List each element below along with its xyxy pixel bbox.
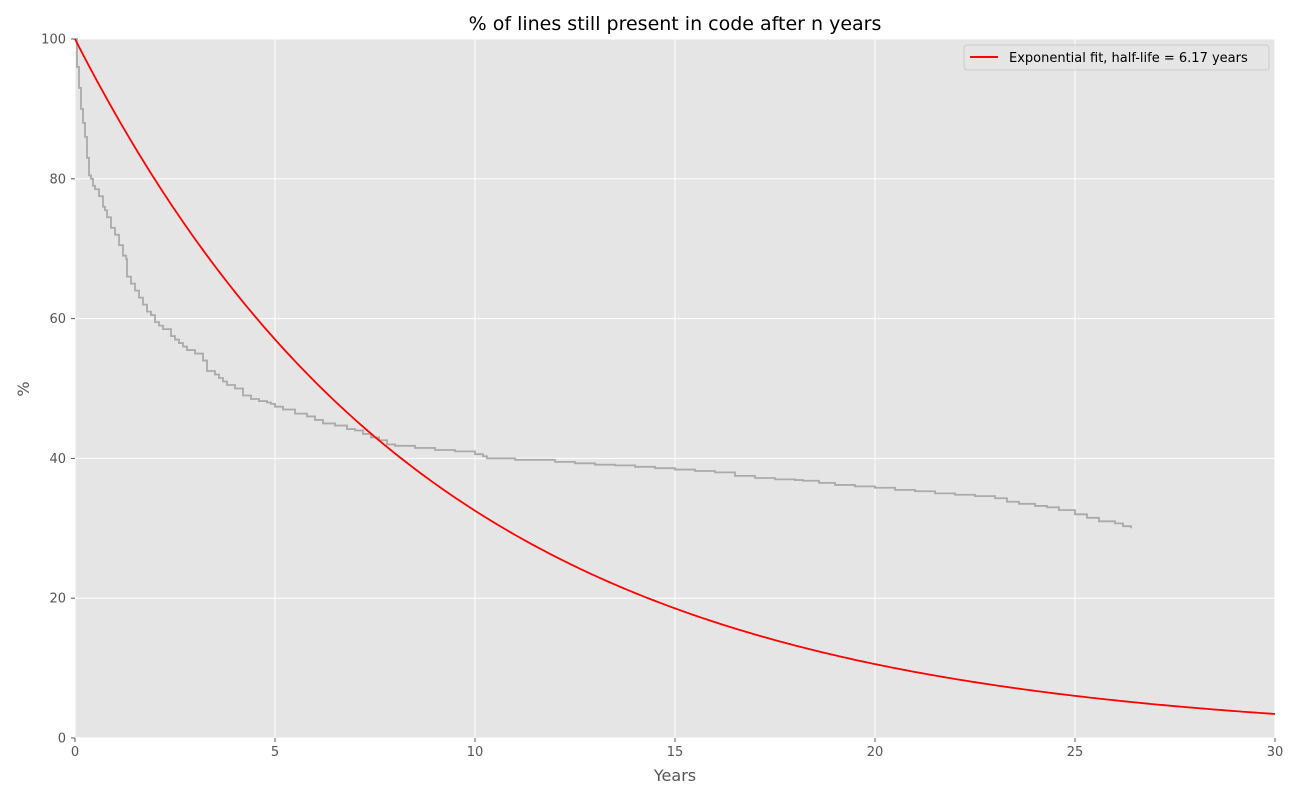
x-tick-label: 30 <box>1267 745 1284 760</box>
legend-label: Exponential fit, half-life = 6.17 years <box>1009 51 1248 66</box>
y-axis-title: % <box>14 381 33 396</box>
x-tick-label: 20 <box>867 745 884 760</box>
y-tick-label: 0 <box>58 732 66 747</box>
y-tick-label: 100 <box>41 33 66 48</box>
legend: Exponential fit, half-life = 6.17 years <box>963 44 1270 71</box>
y-tick-label: 60 <box>49 312 66 327</box>
y-tick-label: 80 <box>49 172 66 187</box>
y-tick-label: 20 <box>49 592 66 607</box>
fit-curve <box>74 38 1276 715</box>
x-tick-label: 15 <box>667 745 684 760</box>
x-tick-label: 25 <box>1067 745 1084 760</box>
y-tick-label: 40 <box>49 452 66 467</box>
x-tick-label: 10 <box>467 745 484 760</box>
axes: 0 5 10 15 20 25 30 0 20 40 60 80 100 <box>41 33 1283 761</box>
survival-line <box>75 38 1132 529</box>
x-tick-label: 0 <box>71 745 79 760</box>
legend-box <box>963 44 1270 71</box>
series-group <box>74 38 1276 715</box>
chart-title: % of lines still present in code after n… <box>469 13 882 35</box>
x-axis-title: Years <box>653 766 696 785</box>
x-tick-label: 5 <box>271 745 279 760</box>
